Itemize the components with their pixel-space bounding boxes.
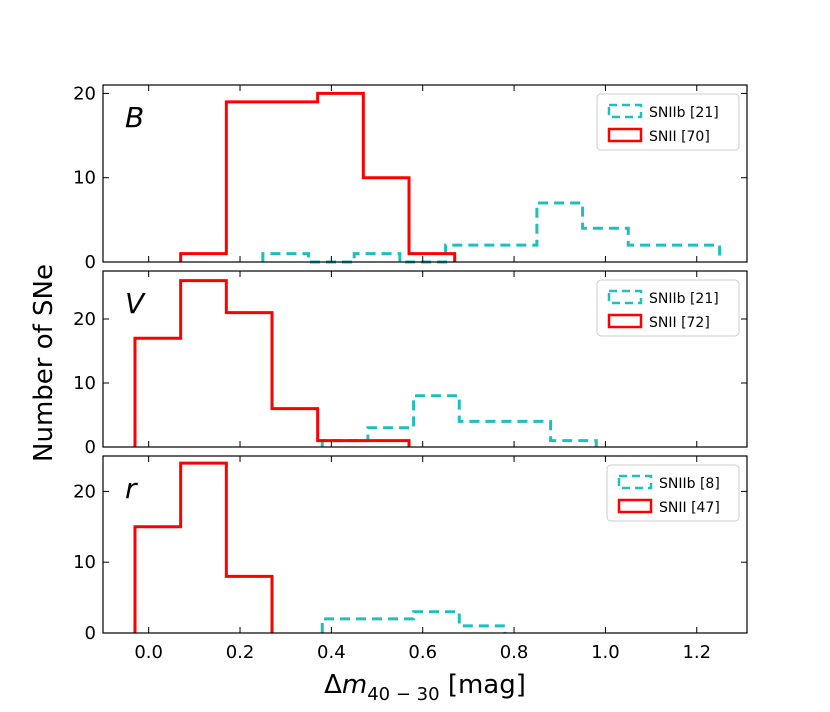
y-axis-label: Number of SNe <box>29 264 59 462</box>
y-tick-label: 20 <box>73 481 96 502</box>
panels-group: 0 10 20 B SNIIb [21] SNII [70] 0 10 20 V SNIIb [21… <box>73 83 748 663</box>
legend-box-B <box>596 93 740 151</box>
legend-box-V <box>596 279 740 337</box>
panel-B: 0 10 20 B SNIIb [21] SNII [70] <box>73 83 748 273</box>
hist-SNIIb-B <box>261 201 722 264</box>
x-tick-label: 0.6 <box>408 642 437 663</box>
hist-SNIIb-r <box>320 610 507 633</box>
y-tick-label: 20 <box>73 309 96 330</box>
axes-frame-V <box>102 270 748 448</box>
y-tick-label: 10 <box>73 168 96 189</box>
panel-band-label: V <box>125 287 146 320</box>
axes-frame-B <box>102 84 748 263</box>
legend-swatch-SNII <box>607 127 643 143</box>
hist-SNII-r <box>133 461 274 633</box>
legend-label-SNIIb: SNIIb [8] <box>659 476 720 492</box>
legend-swatch-SNIIb <box>607 103 643 119</box>
y-tick-label: 10 <box>73 373 96 394</box>
legend-label-SNIIb: SNIIb [21] <box>649 291 719 307</box>
y-tick-label: 0 <box>85 623 96 644</box>
panel-V: 0 10 20 V SNIIb [21] SNII [72] <box>73 270 748 458</box>
panel-band-label: B <box>125 101 144 134</box>
x-tick-label: 1.2 <box>682 642 711 663</box>
legend-label-SNIIb: SNIIb [21] <box>649 105 719 121</box>
legend-box-r <box>606 464 740 522</box>
x-tick-label: 0.2 <box>226 642 255 663</box>
hist-SNII-B <box>179 91 457 262</box>
x-axis-label-delta: Δ <box>324 670 342 700</box>
y-tick-label: 0 <box>85 437 96 458</box>
x-axis-label-var: m <box>342 670 367 700</box>
legend-label-SNII: SNII [47] <box>659 500 720 516</box>
hist-SNII-V <box>133 279 411 447</box>
x-axis-label-unit: [mag] <box>440 670 526 700</box>
y-tick-label: 20 <box>73 83 96 104</box>
legend-swatch-SNIIb <box>607 289 643 305</box>
x-axis-label: Δm40 − 30 [mag] <box>324 670 526 705</box>
y-tick-label: 0 <box>85 252 96 273</box>
legend-swatch-SNII <box>617 498 653 514</box>
panel-r: 0 10 20 r SNIIb [8] SNII [47] 0.0 0.2 0.4 0.6 0.8 1… <box>73 455 748 663</box>
x-tick-label: 0.8 <box>500 642 529 663</box>
legend-label-SNII: SNII [72] <box>649 315 710 331</box>
x-axis-label-sub: 40 − 30 <box>367 684 439 705</box>
legend-swatch-SNII <box>607 313 643 329</box>
x-tick-label: 1.0 <box>591 642 620 663</box>
y-tick-label: 10 <box>73 552 96 573</box>
x-tick-label: 0.0 <box>134 642 163 663</box>
panel-band-label: r <box>125 472 138 505</box>
legend-swatch-SNIIb <box>617 474 653 490</box>
x-tick-label: 0.4 <box>317 642 346 663</box>
legend-label-SNII: SNII [70] <box>649 129 710 145</box>
axes-frame-r <box>102 455 748 634</box>
